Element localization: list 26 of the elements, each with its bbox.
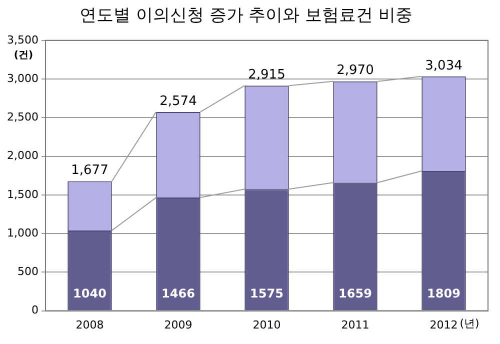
- total-label: 3,034: [425, 58, 462, 74]
- data-label: 1040: [73, 286, 106, 300]
- y-tick-label: 3,000: [6, 72, 38, 85]
- data-label: 1809: [427, 286, 460, 300]
- total-label: 2,574: [160, 94, 197, 109]
- x-tick-label: 2010: [252, 318, 281, 332]
- x-tick-label: 2011: [341, 318, 370, 332]
- y-tick-label: 0: [31, 304, 38, 317]
- x-tick-label: 2012: [430, 318, 458, 332]
- x-tick-label: 2008: [76, 318, 104, 332]
- y-tick-label: 1,500: [6, 188, 38, 201]
- total-label: 2,915: [248, 67, 286, 82]
- y-tick-label: 2,500: [6, 110, 38, 124]
- y-tick-label: 500: [17, 265, 38, 278]
- y-axis-title: (건): [14, 50, 34, 61]
- x-axis-title: (년): [460, 317, 480, 330]
- y-tick-label: 3,500: [6, 33, 38, 46]
- chart-title: 연도별 이의신청 증가 추이와 보험료건 비중: [79, 6, 413, 26]
- y-tick-label: 1,000: [6, 226, 38, 240]
- total-label: 2,970: [336, 63, 374, 78]
- data-label: 1575: [250, 286, 284, 300]
- x-tick-label: 2009: [164, 318, 192, 332]
- data-label: 1659: [338, 286, 372, 300]
- total-label: 1,677: [71, 163, 108, 178]
- data-label: 1466: [162, 286, 195, 300]
- y-tick-label: 2,000: [6, 149, 38, 162]
